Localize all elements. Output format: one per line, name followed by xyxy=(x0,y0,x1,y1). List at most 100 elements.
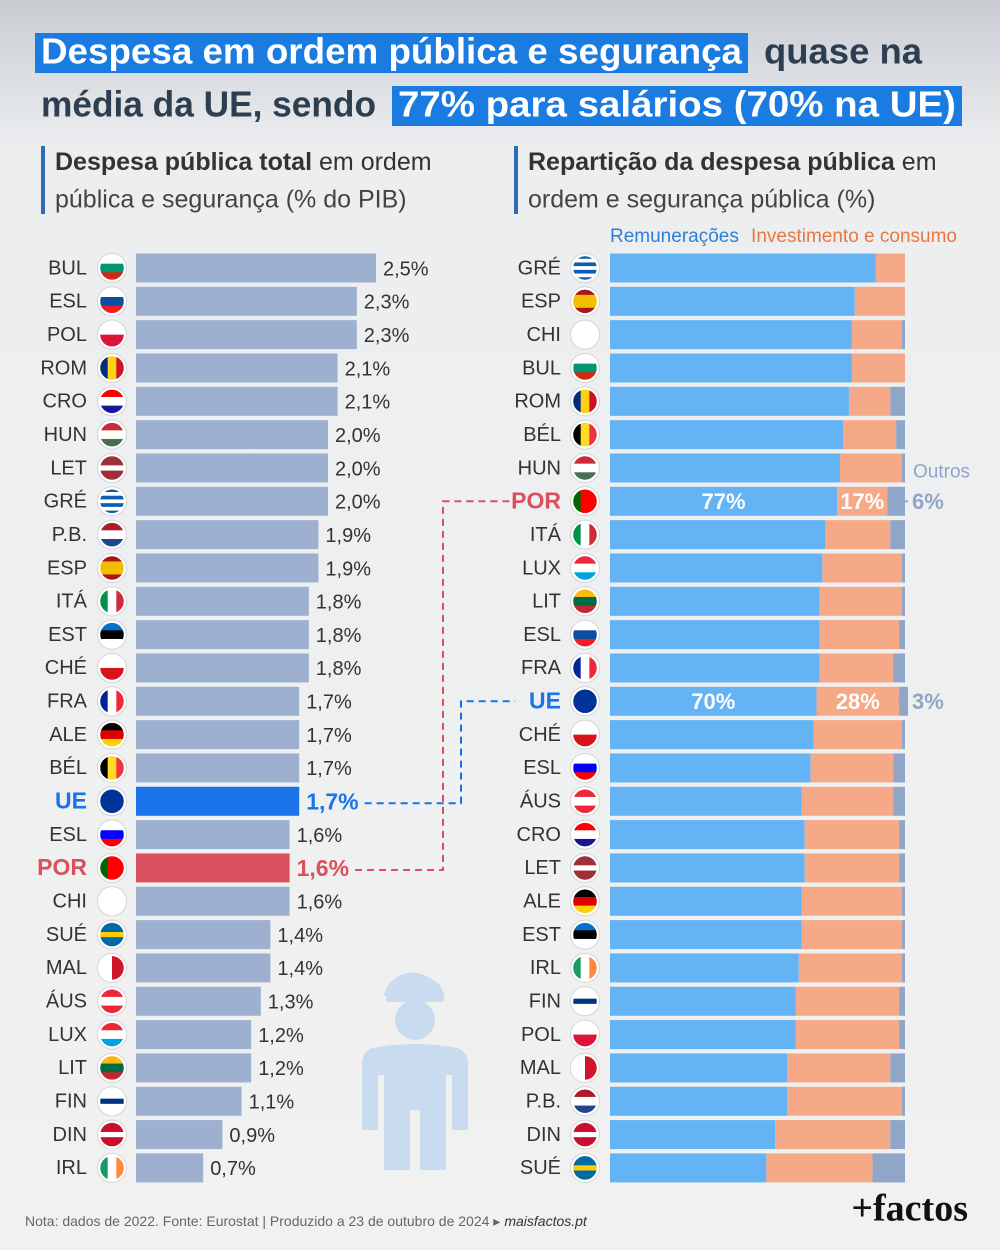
flag-ring xyxy=(570,520,600,549)
bar xyxy=(136,486,328,516)
category-label: POL xyxy=(521,1024,561,1046)
flag-stripe xyxy=(572,454,598,465)
flag xyxy=(572,388,598,415)
flag-stripe xyxy=(580,521,590,548)
value-label: 1,9% xyxy=(325,558,371,580)
flag xyxy=(99,1054,125,1081)
flag-shadow xyxy=(570,586,600,617)
category-label: ESL xyxy=(49,824,87,846)
bar xyxy=(136,286,357,316)
flag-stripe xyxy=(580,654,590,681)
flag-shadow xyxy=(97,1086,127,1117)
flag-stripe xyxy=(112,954,125,981)
value-label: 0,7% xyxy=(210,1158,256,1180)
category-label: IRL xyxy=(530,957,561,979)
flag-shadow xyxy=(97,952,127,983)
flag-ring xyxy=(570,887,600,916)
category-label: GRÉ xyxy=(518,256,561,279)
bar xyxy=(136,986,261,1016)
legend-label: Outros xyxy=(913,461,970,482)
flag-stripe xyxy=(572,372,598,381)
value-label: 1,8% xyxy=(316,658,362,680)
flag-stripe xyxy=(589,954,598,981)
flag-stripe xyxy=(99,460,125,466)
flag-stripe xyxy=(572,630,598,640)
flag-stripe xyxy=(589,388,598,415)
flag-shadow xyxy=(570,286,600,317)
flag-stripe xyxy=(99,499,125,504)
flag-stripe xyxy=(572,463,598,473)
bar-segment xyxy=(787,1086,903,1116)
bar-segment xyxy=(819,586,903,616)
category-label: CRO xyxy=(43,391,87,413)
flag-stripe xyxy=(99,396,125,407)
bar-segment xyxy=(610,620,820,650)
bar-segment xyxy=(610,320,852,350)
flag-stripe xyxy=(572,1096,598,1107)
flag xyxy=(99,988,125,1015)
category-label: FIN xyxy=(529,991,561,1013)
category-label: POR xyxy=(511,487,561,513)
flag-stripe xyxy=(99,821,125,831)
flag xyxy=(572,521,598,548)
flag-ring xyxy=(570,853,600,883)
flag-shadow xyxy=(570,352,600,383)
flag-ring xyxy=(570,987,600,1016)
flag-stripe xyxy=(99,305,125,315)
flag-stripe xyxy=(572,1126,598,1133)
flag-shadow xyxy=(97,852,127,883)
flag-stripe xyxy=(99,567,125,575)
flag-stripe xyxy=(580,488,590,515)
flag-shadow xyxy=(570,986,600,1017)
bar xyxy=(136,1020,252,1050)
bar-segment xyxy=(902,953,905,983)
bar-segment xyxy=(798,953,903,983)
title-highlight xyxy=(35,33,748,73)
flag-shadow xyxy=(570,852,600,883)
bar-segment xyxy=(610,586,820,616)
category-label: LUX xyxy=(48,1024,87,1046)
flag-stripe xyxy=(572,388,582,415)
flag xyxy=(99,654,125,681)
flag xyxy=(99,921,125,948)
flag xyxy=(572,954,598,981)
flag xyxy=(99,354,125,381)
bar xyxy=(136,1086,242,1116)
bar-segment xyxy=(899,853,905,883)
flag-stripe xyxy=(99,454,125,461)
flag-stripe xyxy=(99,1038,125,1048)
flag-shadow xyxy=(97,519,127,550)
flag-stripe xyxy=(572,734,598,748)
flag-ring xyxy=(97,1053,127,1083)
flag-stripe xyxy=(572,1160,598,1166)
flag xyxy=(572,854,598,881)
title-accent xyxy=(514,146,518,214)
flag-ring xyxy=(97,920,127,949)
flag xyxy=(99,621,125,648)
value-label: 1,2% xyxy=(258,1025,304,1047)
bar-segment xyxy=(848,386,891,416)
flag-shadow xyxy=(570,752,600,783)
bar xyxy=(136,586,309,616)
flag-ring xyxy=(570,1053,600,1083)
bar-segment xyxy=(902,453,905,483)
flag-shadow xyxy=(570,952,600,983)
bar-segment xyxy=(896,420,905,450)
bar xyxy=(136,1153,204,1183)
flag-ring xyxy=(570,387,600,416)
flag-ring xyxy=(97,553,127,583)
bar-segment xyxy=(899,986,905,1016)
chart-title: pública e segurança (% do PIB) xyxy=(55,186,407,214)
bar xyxy=(136,320,357,350)
flag-stripe xyxy=(572,654,582,681)
bar-segment xyxy=(801,886,903,916)
bar-segment xyxy=(887,486,905,516)
flag-stripe xyxy=(99,942,125,948)
category-label: ROM xyxy=(40,357,87,379)
category-label: EST xyxy=(522,924,561,946)
flag-ring xyxy=(97,787,127,816)
bar xyxy=(136,786,300,816)
legend-label: Investimento e consumo xyxy=(751,226,957,247)
flag-ring xyxy=(97,720,127,749)
category-label: FIN xyxy=(55,1091,87,1113)
